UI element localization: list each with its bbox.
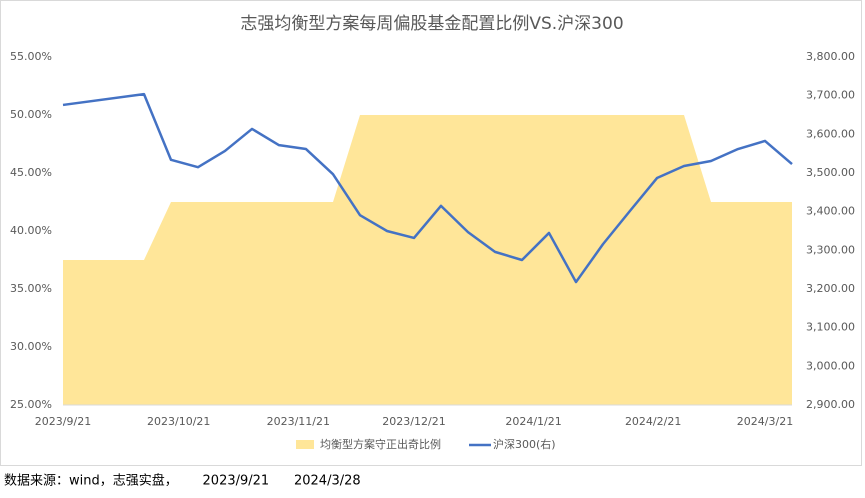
y-tick-label: 50.00% bbox=[10, 108, 52, 121]
y2-tick-label: 3,700.00 bbox=[806, 89, 855, 102]
y2-tick-label: 3,800.00 bbox=[806, 50, 855, 63]
x-tick-label: 2024/3/21 bbox=[737, 415, 793, 428]
chart-title: 志强均衡型方案每周偏股基金配置比例VS.沪深300 bbox=[240, 14, 623, 34]
y-tick-label: 35.00% bbox=[10, 282, 52, 295]
y2-tick-label: 3,200.00 bbox=[806, 282, 855, 295]
y-tick-label: 25.00% bbox=[10, 398, 52, 411]
y2-tick-label: 3,600.00 bbox=[806, 127, 855, 140]
x-tick-label: 2023/10/21 bbox=[147, 415, 210, 428]
legend-label: 均衡型方案守正出奇比例 bbox=[320, 437, 441, 451]
y2-tick-label: 3,100.00 bbox=[806, 321, 855, 334]
y-tick-label: 30.00% bbox=[10, 340, 52, 353]
y2-tick-label: 2,900.00 bbox=[806, 398, 855, 411]
x-tick-label: 2024/1/21 bbox=[505, 415, 561, 428]
y2-tick-label: 3,400.00 bbox=[806, 205, 855, 218]
footer: 数据来源：wind，志强实盘， 2023/9/21 2024/3/28 bbox=[4, 473, 361, 489]
legend-label: 沪深300(右) bbox=[493, 437, 556, 451]
y2-tick-label: 3,000.00 bbox=[806, 359, 855, 372]
line bbox=[62, 92, 793, 284]
y2-tick-label: 3,300.00 bbox=[806, 243, 855, 256]
y-tick-label: 45.00% bbox=[10, 166, 52, 179]
x-tick-label: 2023/9/21 bbox=[35, 415, 91, 428]
y2-tick-label: 3,500.00 bbox=[806, 166, 855, 179]
y-tick-label: 40.00% bbox=[10, 224, 52, 237]
x-tick-label: 2024/2/21 bbox=[625, 415, 681, 428]
area bbox=[63, 115, 792, 405]
x-tick-label: 2023/12/21 bbox=[382, 415, 445, 428]
legend-swatch bbox=[296, 440, 314, 449]
x-tick-label: 2023/11/21 bbox=[267, 415, 330, 428]
y-tick-label: 55.00% bbox=[10, 50, 52, 63]
